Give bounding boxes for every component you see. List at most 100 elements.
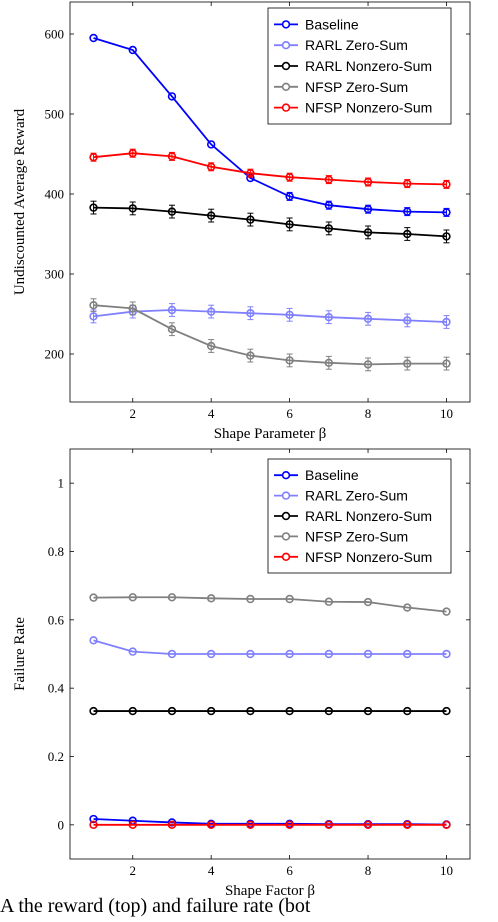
legend-label: NFSP Nonzero-Sum (305, 549, 432, 565)
legend: Baseline RARL Zero-Sum RARL Nonzero-Sum NFS… (267, 458, 452, 574)
data-point (128, 706, 137, 716)
x-tick-label: 4 (208, 863, 215, 878)
data-point (363, 820, 373, 830)
legend-label: RARL Zero-Sum (305, 488, 408, 504)
y-tick-label: 400 (45, 187, 65, 202)
data-point (324, 224, 334, 233)
series-line (93, 639, 447, 655)
data-point (128, 593, 137, 602)
data-point (285, 820, 294, 830)
data-point (403, 706, 412, 716)
data-point (89, 301, 98, 310)
data-point (324, 358, 334, 367)
legend-label: RARL Zero-Sum (305, 37, 408, 53)
y-tick-label: 1 (58, 476, 65, 491)
chart-1: 2 4 6 8 10 200 300 400 500 600 Shape Parameter β Un… (12, 1, 471, 442)
data-point (285, 649, 294, 659)
legend-item: NFSP Nonzero-Sum (274, 100, 432, 116)
data-point (89, 820, 98, 830)
data-point (167, 706, 177, 716)
series-line (93, 818, 447, 826)
data-point (246, 820, 255, 830)
data-point (206, 649, 216, 659)
x-tick-label: 2 (129, 863, 136, 878)
legend-swatch-marker (281, 82, 291, 92)
data-point (285, 310, 294, 319)
series-rarl-zero-sum (89, 636, 451, 659)
series-baseline (89, 814, 451, 829)
data-point (89, 814, 98, 824)
series-line (93, 309, 447, 323)
data-point (324, 820, 334, 830)
data-point (206, 211, 216, 220)
legend-label: RARL Nonzero-Sum (305, 508, 432, 524)
data-point (167, 305, 177, 315)
data-point (128, 820, 137, 830)
data-point (167, 649, 177, 659)
data-point (363, 597, 373, 607)
data-point (89, 153, 98, 162)
data-point (246, 215, 255, 224)
y-axis-label: Failure Rate (12, 617, 28, 691)
data-point (363, 314, 373, 323)
series-nfsp-zero-sum (89, 298, 451, 372)
series-line (93, 304, 447, 366)
series-baseline (89, 33, 451, 217)
data-point (442, 820, 451, 830)
x-tick-label: 6 (286, 863, 293, 878)
data-point (442, 180, 451, 189)
chart-2: 2 4 6 8 10 0 0.2 0.4 0.6 0.8 1 Shape Factor β Failur… (12, 448, 471, 899)
data-point (285, 173, 294, 182)
data-point (285, 356, 294, 365)
legend-box (267, 7, 452, 125)
data-point (442, 649, 451, 659)
data-point (363, 706, 373, 716)
data-point (403, 359, 412, 368)
legend-item: RARL Zero-Sum (274, 37, 408, 53)
series-nfsp-nonzero-sum (89, 148, 451, 189)
legend-item: Baseline (274, 16, 359, 32)
legend-item: NFSP Nonzero-Sum (274, 549, 432, 565)
legend-label: NFSP Zero-Sum (305, 528, 408, 544)
data-point (363, 360, 373, 369)
data-point (89, 593, 98, 602)
series-nfsp-nonzero-sum (89, 820, 451, 830)
data-point (324, 175, 334, 184)
data-point (246, 594, 255, 604)
data-point (89, 636, 98, 645)
legend-swatch-marker (281, 471, 291, 480)
data-point (363, 649, 373, 659)
data-point (128, 647, 137, 656)
legend-swatch-marker (281, 491, 291, 500)
data-point (246, 309, 255, 318)
data-point (442, 232, 451, 241)
series-rarl-nonzero-sum (89, 200, 451, 244)
data-point (363, 205, 373, 214)
data-point (167, 593, 177, 602)
data-point (442, 607, 451, 616)
x-axis-label: Shape Factor β (225, 883, 315, 899)
data-point (89, 33, 98, 43)
data-point (167, 207, 177, 216)
x-tick-label: 8 (365, 406, 372, 421)
data-point (403, 229, 412, 239)
y-tick-label: 500 (45, 107, 65, 122)
legend-label: NFSP Nonzero-Sum (305, 100, 432, 116)
data-point (285, 706, 294, 716)
data-point (206, 594, 216, 603)
data-point (167, 152, 177, 161)
data-point (285, 220, 294, 229)
legend-label: Baseline (305, 16, 359, 32)
data-point (128, 204, 137, 213)
y-tick-label: 0.4 (48, 681, 65, 696)
legend-label: NFSP Zero-Sum (305, 79, 408, 95)
series-line (93, 596, 447, 613)
series-line (93, 37, 447, 214)
data-point (324, 706, 334, 716)
data-point (324, 313, 334, 322)
data-point (246, 351, 255, 360)
data-point (246, 169, 255, 178)
plot-frame (69, 448, 471, 860)
data-point (442, 706, 451, 716)
